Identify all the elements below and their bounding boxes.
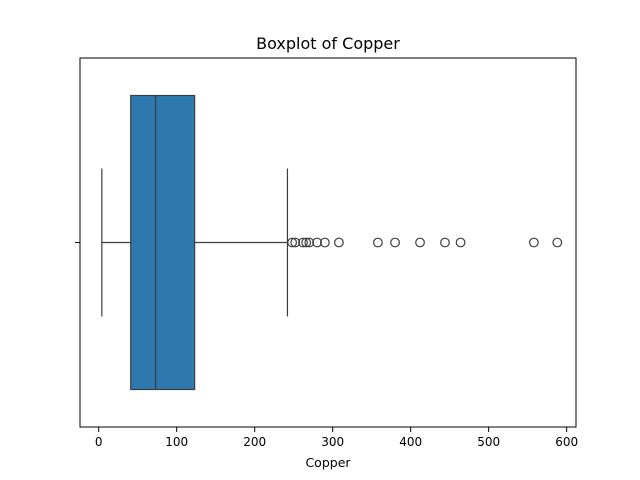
x-tick-label: 200 [243, 435, 266, 449]
outlier-point [319, 237, 330, 248]
outlier-point [298, 237, 308, 248]
x-tick-label: 400 [399, 435, 422, 449]
chart-title: Boxplot of Copper [256, 34, 400, 53]
outlier-point [287, 237, 298, 248]
outlier-point [390, 237, 400, 248]
outlier-point [312, 237, 322, 248]
outlier-point [304, 237, 315, 248]
x-tick-label: 100 [165, 435, 188, 449]
outlier-point [440, 237, 450, 248]
x-axis-label: Copper [305, 455, 351, 470]
outlier-point [552, 237, 563, 248]
outlier-point [334, 237, 344, 248]
x-tick-label: 300 [321, 435, 344, 449]
x-axis: 0 100 200 300 400 500 600 [95, 427, 578, 449]
outlier-point [415, 237, 425, 248]
outlier-point [528, 237, 539, 248]
outlier-point [290, 237, 301, 248]
outlier-point [301, 237, 312, 248]
x-tick-label: 0 [95, 435, 103, 449]
outlier-point [373, 237, 383, 248]
x-tick-label: 500 [477, 435, 500, 449]
x-tick-label: 600 [555, 435, 578, 449]
iqr-box [130, 94, 196, 391]
plot-area [101, 94, 563, 391]
outlier-point [455, 237, 466, 248]
